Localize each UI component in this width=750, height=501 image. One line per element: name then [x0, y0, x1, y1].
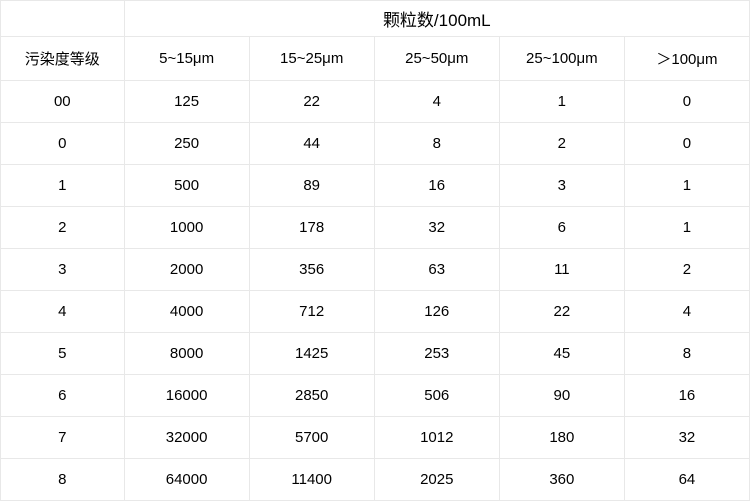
data-cell: 32000: [124, 417, 249, 459]
table-row: 580001425253458: [1, 333, 750, 375]
data-cell: 2: [499, 123, 624, 165]
table-row: 210001783261: [1, 207, 750, 249]
row-header-label: 污染度等级: [1, 37, 125, 81]
data-cell: 180: [499, 417, 624, 459]
data-cell: 89: [249, 165, 374, 207]
data-cell: 90: [499, 375, 624, 417]
table-row: 1500891631: [1, 165, 750, 207]
col-header: ＞100μm: [624, 37, 749, 81]
data-cell: 4: [624, 291, 749, 333]
data-cell: 8: [624, 333, 749, 375]
data-cell: 2025: [374, 459, 499, 501]
row-label: 7: [1, 417, 125, 459]
row-label: 3: [1, 249, 125, 291]
data-cell: 16000: [124, 375, 249, 417]
data-cell: 3: [499, 165, 624, 207]
data-cell: 4: [374, 81, 499, 123]
data-cell: 44: [249, 123, 374, 165]
data-cell: 5700: [249, 417, 374, 459]
data-cell: 2: [624, 249, 749, 291]
col-header: 25~100μm: [499, 37, 624, 81]
table-row: 61600028505069016: [1, 375, 750, 417]
row-label: 4: [1, 291, 125, 333]
col-header: 15~25μm: [249, 37, 374, 81]
row-label: 00: [1, 81, 125, 123]
col-header: 5~15μm: [124, 37, 249, 81]
data-cell: 45: [499, 333, 624, 375]
data-cell: 22: [249, 81, 374, 123]
data-cell: 4000: [124, 291, 249, 333]
data-cell: 32: [624, 417, 749, 459]
data-cell: 63: [374, 249, 499, 291]
data-cell: 1: [499, 81, 624, 123]
data-cell: 2850: [249, 375, 374, 417]
data-cell: 1: [624, 165, 749, 207]
data-cell: 360: [499, 459, 624, 501]
data-cell: 32: [374, 207, 499, 249]
header-group-title: 颗粒数/100mL: [124, 1, 749, 37]
data-cell: 11: [499, 249, 624, 291]
data-cell: 64000: [124, 459, 249, 501]
data-cell: 2000: [124, 249, 249, 291]
data-cell: 64: [624, 459, 749, 501]
row-label: 2: [1, 207, 125, 249]
table-row: 025044820: [1, 123, 750, 165]
table-row: 86400011400202536064: [1, 459, 750, 501]
table-row: 7320005700101218032: [1, 417, 750, 459]
data-cell: 0: [624, 81, 749, 123]
data-cell: 8: [374, 123, 499, 165]
data-cell: 8000: [124, 333, 249, 375]
data-cell: 250: [124, 123, 249, 165]
data-cell: 712: [249, 291, 374, 333]
table-header: 颗粒数/100mL 污染度等级 5~15μm 15~25μm 25~50μm 2…: [1, 1, 750, 81]
data-cell: 0: [624, 123, 749, 165]
table-row: 0012522410: [1, 81, 750, 123]
row-label: 6: [1, 375, 125, 417]
data-cell: 1012: [374, 417, 499, 459]
data-cell: 1425: [249, 333, 374, 375]
data-cell: 1: [624, 207, 749, 249]
data-cell: 126: [374, 291, 499, 333]
table-body: 0012522410025044820150089163121000178326…: [1, 81, 750, 501]
data-cell: 253: [374, 333, 499, 375]
col-header: 25~50μm: [374, 37, 499, 81]
data-cell: 125: [124, 81, 249, 123]
data-cell: 1000: [124, 207, 249, 249]
data-cell: 22: [499, 291, 624, 333]
row-label: 8: [1, 459, 125, 501]
data-cell: 11400: [249, 459, 374, 501]
data-cell: 16: [374, 165, 499, 207]
row-label: 0: [1, 123, 125, 165]
data-cell: 6: [499, 207, 624, 249]
data-cell: 16: [624, 375, 749, 417]
header-blank-top: [1, 1, 125, 37]
table-row: 3200035663112: [1, 249, 750, 291]
data-cell: 500: [124, 165, 249, 207]
contamination-table: 颗粒数/100mL 污染度等级 5~15μm 15~25μm 25~50μm 2…: [0, 0, 750, 501]
data-cell: 178: [249, 207, 374, 249]
data-cell: 356: [249, 249, 374, 291]
row-label: 1: [1, 165, 125, 207]
row-label: 5: [1, 333, 125, 375]
data-cell: 506: [374, 375, 499, 417]
table-row: 44000712126224: [1, 291, 750, 333]
